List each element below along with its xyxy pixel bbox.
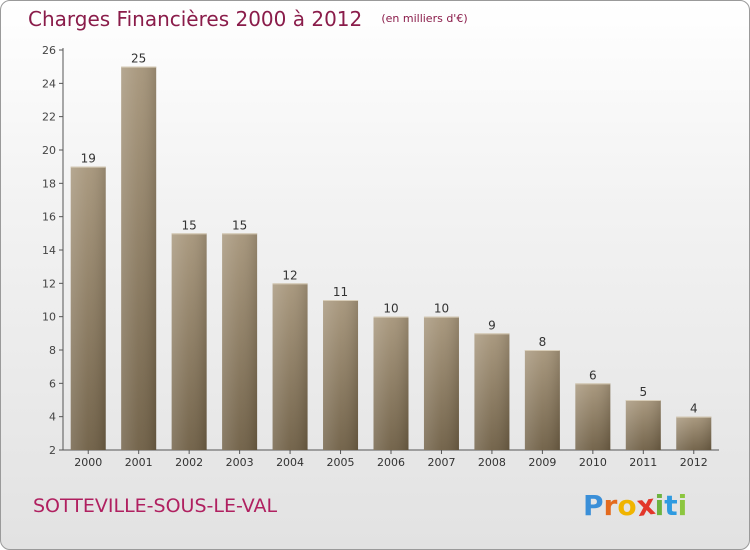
y-tick-label: 20 — [42, 144, 56, 157]
bar — [625, 400, 661, 450]
x-tick-label: 2006 — [377, 456, 405, 469]
y-tick-label: 18 — [42, 177, 56, 190]
x-tick-label: 2002 — [175, 456, 203, 469]
logo-letter: i — [654, 489, 665, 522]
logo-letter: o — [617, 489, 637, 522]
bar — [474, 333, 510, 450]
bar — [676, 416, 712, 450]
bar — [222, 233, 258, 450]
logo-letter: P — [583, 489, 604, 522]
chart-subtitle: (en milliers d'€) — [381, 12, 468, 25]
bar-shine — [222, 233, 258, 450]
data-label: 6 — [589, 368, 597, 382]
bar — [121, 66, 157, 451]
data-label: 25 — [131, 52, 146, 66]
x-tick-label: 2008 — [478, 456, 506, 469]
data-label: 5 — [639, 385, 647, 399]
y-tick-label: 12 — [42, 277, 56, 290]
data-label: 9 — [488, 318, 496, 332]
x-tick-label: 2012 — [680, 456, 708, 469]
bar-shine — [575, 383, 611, 450]
y-tick-label: 14 — [42, 244, 56, 257]
bar — [575, 383, 611, 450]
bar-shine — [323, 300, 359, 450]
logo-letter: t — [664, 489, 678, 522]
data-label: 15 — [182, 218, 197, 232]
x-tick-label: 2010 — [579, 456, 607, 469]
y-tick-label: 22 — [42, 111, 56, 124]
y-tick-label: 8 — [49, 344, 56, 357]
x-axis: 2000 2001 2002 2003 2004 2005 2006 2007 2008 2009… — [63, 449, 719, 469]
y-tick-label: 6 — [49, 377, 56, 390]
bar — [423, 316, 459, 450]
x-tick-label: 2000 — [74, 456, 102, 469]
x-tick-label: 2003 — [226, 456, 254, 469]
bar — [373, 316, 409, 450]
bar-shine — [171, 233, 207, 450]
data-label: 10 — [383, 302, 398, 316]
x-tick-label: 2007 — [427, 456, 455, 469]
data-label: 11 — [333, 285, 348, 299]
bar-shine — [121, 66, 157, 451]
y-tick-label: 2 — [49, 444, 56, 457]
x-tick-label: 2009 — [528, 456, 556, 469]
bar-shine — [373, 316, 409, 450]
data-label: 8 — [539, 335, 547, 349]
bar — [524, 350, 560, 450]
logo-letter: x — [634, 487, 657, 524]
x-tick-label: 2005 — [327, 456, 355, 469]
x-tick-label: 2004 — [276, 456, 304, 469]
data-label: 15 — [232, 218, 247, 232]
data-label: 10 — [434, 302, 449, 316]
data-label: 4 — [690, 402, 698, 416]
bar-shine — [272, 283, 308, 450]
bar-shine — [524, 350, 560, 450]
y-tick-label: 24 — [42, 77, 56, 90]
y-tick-label: 16 — [42, 211, 56, 224]
bar-shine — [676, 416, 712, 450]
bar — [323, 300, 359, 450]
y-tick-label: 4 — [49, 411, 56, 424]
bar-shine — [625, 400, 661, 450]
bars — [70, 66, 712, 451]
data-labels: 19 25 15 15 12 11 10 10 9 8 6 5 4 — [81, 52, 698, 416]
y-tick-label: 10 — [42, 311, 56, 324]
commune-name: SOTTEVILLE-SOUS-LE-VAL — [33, 495, 278, 517]
chart-title-block: Charges Financières 2000 à 2012 (en mill… — [28, 7, 468, 31]
data-label: 12 — [282, 268, 297, 282]
x-tick-label: 2001 — [125, 456, 153, 469]
chart-title: Charges Financières 2000 à 2012 — [28, 7, 363, 31]
bar-shine — [423, 316, 459, 450]
proxiti-logo: Proxiti — [583, 487, 688, 524]
x-tick-label: 2011 — [629, 456, 657, 469]
bar — [171, 233, 207, 450]
bar-shine — [70, 166, 106, 450]
data-label: 19 — [81, 152, 96, 166]
y-tick-label: 26 — [42, 44, 56, 57]
logo-letter: i — [677, 489, 688, 522]
logo-letter: r — [603, 489, 618, 522]
bar-shine — [474, 333, 510, 450]
bar — [70, 166, 106, 450]
bar — [272, 283, 308, 450]
